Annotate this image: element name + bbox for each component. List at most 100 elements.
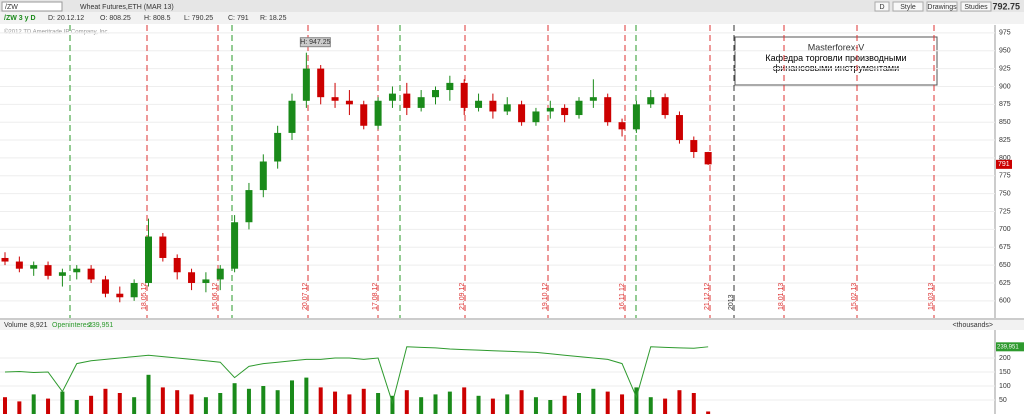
candle-body [647,97,655,105]
volume-bar [648,397,653,414]
candle-body [503,104,511,112]
volume-bar [490,398,495,414]
candle-body [331,97,339,101]
volume-bar [132,397,137,414]
candle-body [475,100,483,108]
candle-body [604,97,612,123]
candle-body [302,68,310,101]
candle-body [661,97,669,116]
toolbar-button[interactable] [874,1,890,12]
candle-body [546,107,554,112]
date-label: 16.11.12 [619,283,626,310]
oi-title: Openinterest [52,322,92,329]
volume-bar [663,398,668,414]
date-label: 20.07.12 [302,283,309,310]
date-label: 15.03.13 [928,283,935,310]
y-tick-label: 200 [999,355,1011,362]
toolbar-button[interactable] [960,1,992,12]
candle-body [145,236,152,283]
volume-bar [203,397,208,414]
date-label: 15.06.12 [212,283,219,310]
y-tick-label: 900 [999,83,1011,90]
candle-body [360,104,368,126]
candle-body [58,272,66,276]
volume-bar [447,391,452,414]
volume-bar [390,395,395,414]
toolbar-button[interactable] [892,1,924,12]
toolbar-button-label: D [879,4,884,11]
y-tick-label: 50 [999,397,1007,404]
volume-bar [562,395,567,414]
y-tick-label: 825 [999,137,1011,144]
candle-body [44,265,52,276]
volume-bar [160,387,165,414]
date-label: 21.12.12 [704,283,711,310]
candle-body [704,152,712,165]
volume-bar [89,395,94,414]
toolbar [0,0,1024,12]
candle-body [532,111,540,123]
volume-bar [232,383,237,414]
candle-body [690,140,698,153]
volume-bar [462,387,467,414]
symbol-box[interactable] [1,1,63,12]
info-item: R: 18.25 [260,15,287,22]
y-tick-label: 850 [999,119,1011,126]
candle-body [618,122,626,130]
y-tick-label: 650 [999,262,1011,269]
y-tick-label: 975 [999,30,1011,37]
volume-bar [275,390,280,414]
candle-body [1,257,9,262]
candle-body [561,107,569,116]
date-label: 17.08.12 [372,283,379,310]
y-tick-label: 875 [999,101,1011,108]
oi-tag: 239,951 [997,344,1019,350]
y-tick-label: 625 [999,280,1011,287]
oi-line [4,346,709,405]
candle-body [245,190,253,223]
candle-body [417,97,425,108]
date-label: 19.10.12 [542,283,549,310]
candle-body [101,279,109,294]
candle-body [259,161,267,191]
volume-bar [318,387,323,414]
volume-bar [60,391,65,414]
last-price: 792.75 [992,1,1020,11]
date-label: 18.05.12 [141,283,148,310]
volume-bar [706,411,711,414]
y-tick-label: 925 [999,65,1011,72]
volume-header [0,320,1024,330]
candle-body [432,90,439,98]
volume-title: Volume [4,322,27,329]
y-tick-label: 100 [999,383,1011,390]
candle-body [216,268,224,280]
volume-bar [505,394,510,414]
y-tick-label: 150 [999,369,1011,376]
candle-body [288,100,296,133]
volume-bar [31,394,36,414]
volume-bar [333,391,338,414]
volume-bar [361,388,366,414]
annotation-title: Masterforex-V [808,42,865,52]
date-label: 15.02.13 [851,283,858,310]
info-item: /ZW 3 y D [4,15,36,22]
candle-body [345,100,353,105]
volume-bar [548,400,553,414]
volume-bar [290,380,294,414]
annotation-text: Кафедра торговли производными финансовым… [765,53,907,73]
candle-body [188,272,196,283]
candle-body [15,261,23,269]
high-label: H: 947.25 [300,39,330,46]
y-tick-label: 775 [999,173,1011,180]
volume-bar [17,401,22,414]
candle-body [489,100,497,112]
volume-bar [620,394,625,414]
date-label: 21.09.12 [459,283,466,310]
volume-value: 8,921 [30,322,48,329]
toolbar-button[interactable] [926,1,958,12]
candle-body [173,257,181,273]
y-tick-label: 600 [999,298,1011,305]
candle-body [274,132,282,162]
volume-bar [175,390,180,414]
